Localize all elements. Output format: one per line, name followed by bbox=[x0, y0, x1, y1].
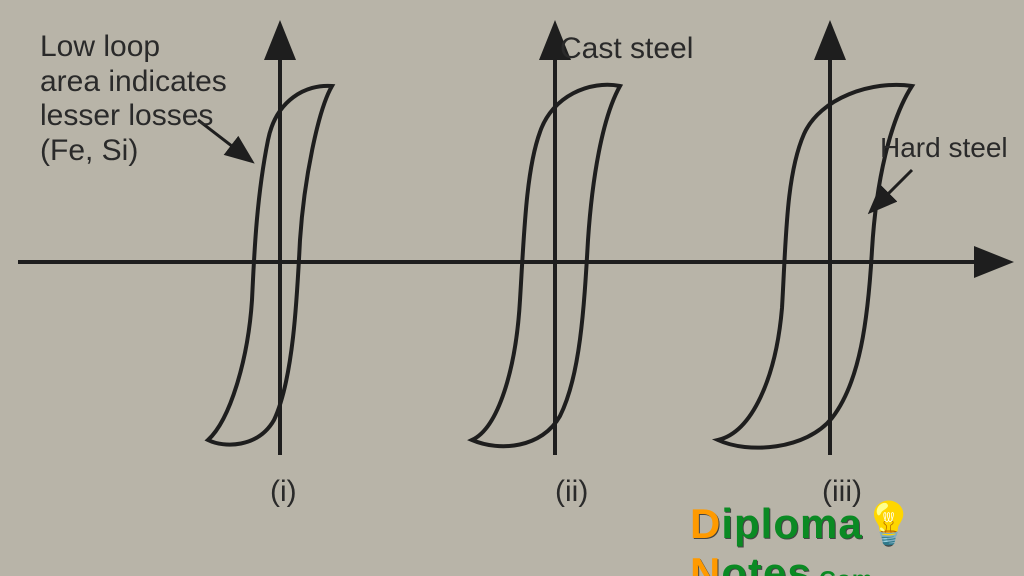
watermark-suffix: .Com bbox=[812, 566, 874, 576]
watermark-line2-rest: otes bbox=[721, 549, 811, 576]
watermark-d: D bbox=[690, 500, 721, 547]
watermark-line1-rest: iploma bbox=[721, 500, 862, 547]
annotation-fe-si: Low loop area indicates lesser losses (F… bbox=[40, 30, 227, 168]
cast-steel-loop bbox=[472, 85, 620, 446]
annotation-cast-steel: Cast steel bbox=[560, 32, 693, 67]
annotation-hard-steel: Hard steel bbox=[880, 132, 1008, 164]
watermark-logo: Diploma💡 Notes.Com bbox=[690, 500, 916, 576]
diagram-canvas: Low loop area indicates lesser losses (F… bbox=[0, 0, 1024, 576]
bulb-icon: 💡 bbox=[863, 500, 916, 547]
roman-2: (ii) bbox=[555, 475, 588, 509]
watermark-n: N bbox=[690, 549, 721, 576]
roman-1: (i) bbox=[270, 475, 297, 509]
